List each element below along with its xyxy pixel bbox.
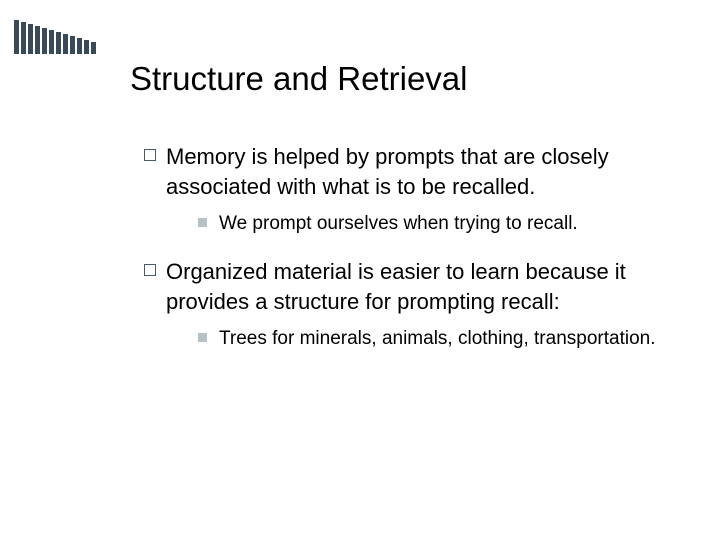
bullet-level2: We prompt ourselves when trying to recal… [198,211,660,237]
bullet-text: We prompt ourselves when trying to recal… [219,211,578,237]
hollow-square-icon [144,149,156,161]
bullet-text: Organized material is easier to learn be… [166,257,660,316]
filled-square-icon [198,333,207,342]
corner-decoration [14,20,96,54]
bullet-level1: Organized material is easier to learn be… [144,257,660,316]
hollow-square-icon [144,264,156,276]
bullet-level1: Memory is helped by prompts that are clo… [144,142,660,201]
slide-content: Structure and Retrieval Memory is helped… [130,60,660,372]
bullet-text: Trees for minerals, animals, clothing, t… [219,326,655,352]
bullet-level2: Trees for minerals, animals, clothing, t… [198,326,660,352]
bullet-text: Memory is helped by prompts that are clo… [166,142,660,201]
slide-title: Structure and Retrieval [130,60,660,98]
filled-square-icon [198,218,207,227]
